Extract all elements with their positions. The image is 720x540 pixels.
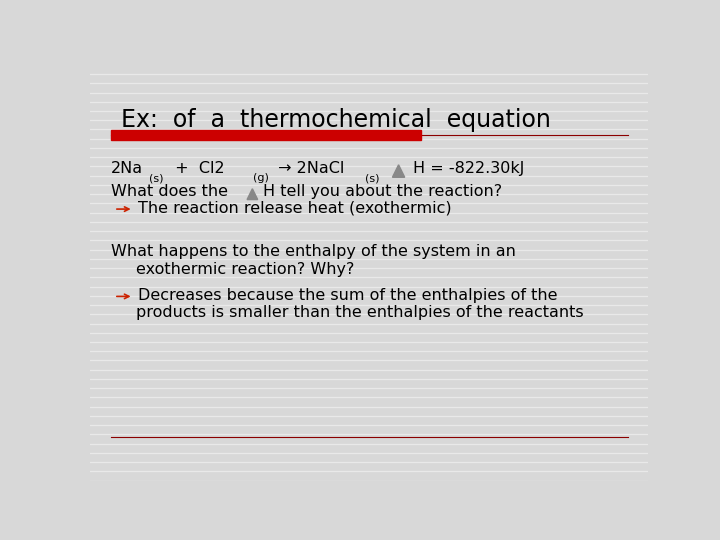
Bar <box>111 131 421 140</box>
Text: 2Na: 2Na <box>111 161 143 176</box>
Polygon shape <box>392 165 405 177</box>
Text: The reaction release heat (exothermic): The reaction release heat (exothermic) <box>138 200 451 215</box>
Text: → 2NaCl: → 2NaCl <box>273 161 344 176</box>
Text: (s): (s) <box>149 173 163 183</box>
Text: Decreases because the sum of the enthalpies of the: Decreases because the sum of the enthalp… <box>138 288 557 303</box>
Text: (s): (s) <box>365 173 379 183</box>
Text: What happens to the enthalpy of the system in an: What happens to the enthalpy of the syst… <box>111 244 516 259</box>
Text: H tell you about the reaction?: H tell you about the reaction? <box>263 184 502 199</box>
Text: What does the: What does the <box>111 184 233 199</box>
Text: +  Cl2: + Cl2 <box>170 161 225 176</box>
Text: products is smaller than the enthalpies of the reactants: products is smaller than the enthalpies … <box>136 305 584 320</box>
Text: (g): (g) <box>253 173 269 183</box>
Text: exothermic reaction? Why?: exothermic reaction? Why? <box>136 261 355 276</box>
Polygon shape <box>247 189 258 200</box>
Text: H = -822.30kJ: H = -822.30kJ <box>413 161 524 176</box>
Text: Ex:  of  a  thermochemical  equation: Ex: of a thermochemical equation <box>121 107 551 132</box>
